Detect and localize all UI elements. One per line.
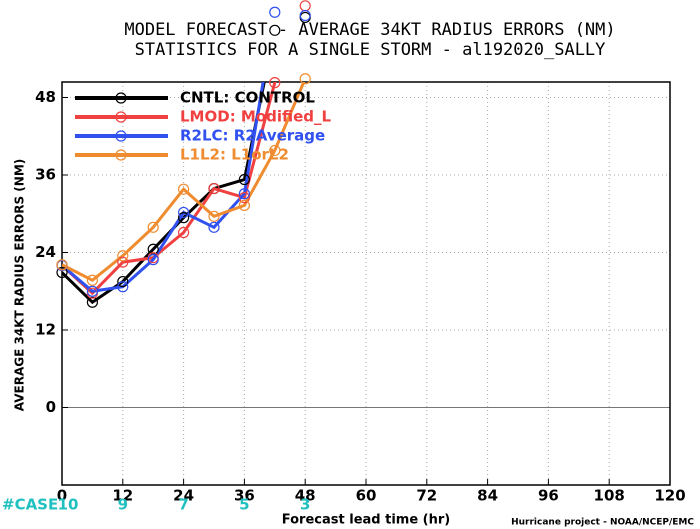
x-tick-label: 36: [234, 487, 255, 505]
y-axis-label: AVERAGE 34KT RADIUS ERRORS (NM): [13, 159, 27, 411]
x-tick-label: 72: [416, 487, 437, 505]
legend-marker: [115, 130, 127, 142]
data-point: [117, 250, 129, 262]
footer: Hurricane project - NOAA/NCEP/EMC: [511, 518, 694, 528]
legend-label: R2LC: R2Average: [180, 127, 325, 145]
y-tick-label: 36: [35, 166, 56, 184]
legend-label: LMOD: Modified_L: [180, 108, 332, 126]
data-point: [147, 254, 159, 266]
data-point: [208, 221, 220, 233]
x-tick-label: 0: [57, 487, 67, 505]
data-point: [269, 24, 281, 36]
data-point: [117, 256, 129, 268]
data-point: [238, 192, 250, 204]
data-point: [178, 183, 190, 195]
legend-marker: [115, 92, 127, 104]
data-point: [178, 206, 190, 219]
series-line: [62, 82, 277, 296]
x-tick-label: 108: [594, 487, 625, 505]
data-point: [86, 274, 99, 286]
legend-marker: [115, 111, 127, 123]
y-tick-label: 48: [35, 88, 56, 106]
case-count: 9: [118, 496, 128, 514]
data-point: [299, 73, 311, 85]
legend-label: CNTL: CONTROL: [180, 89, 315, 107]
x-tick-label: 60: [356, 487, 377, 505]
data-point: [208, 210, 220, 222]
x-tick-label: 96: [538, 487, 559, 505]
data-point: [117, 281, 129, 293]
x-tick-label: 48: [295, 487, 316, 505]
chart-title: MODEL FORECAST - AVERAGE 34KT RADIUS ERR…: [124, 20, 615, 40]
x-tick-label: 24: [173, 487, 194, 505]
x-tick-label: 84: [477, 487, 498, 505]
data-point: [208, 182, 220, 195]
y-tick-label: 12: [35, 321, 56, 339]
legend-label: L1L2: L1orL2: [180, 146, 289, 164]
data-point: [178, 226, 190, 239]
legend-marker: [115, 149, 127, 161]
case-count: 3: [300, 496, 310, 514]
data-point: [299, 9, 311, 22]
data-point: [238, 188, 250, 200]
data-point: [117, 275, 129, 288]
series-line: [62, 82, 306, 283]
data-point: [269, 77, 281, 89]
chart-subtitle: STATISTICS FOR A SINGLE STORM - al192020…: [135, 40, 606, 60]
data-point: [178, 212, 190, 224]
y-tick-label: 0: [46, 398, 56, 416]
data-point: [56, 259, 68, 271]
x-tick-label: 120: [654, 487, 685, 505]
x-tick-label: 12: [112, 487, 133, 505]
case-label: #CASE: [2, 496, 58, 514]
case-count: 5: [239, 496, 249, 514]
data-point: [238, 173, 250, 186]
x-axis-label: Forecast lead time (hr): [282, 513, 450, 528]
data-point: [86, 296, 99, 308]
data-point: [86, 285, 99, 297]
data-point: [299, 0, 311, 12]
data-point: [238, 199, 250, 211]
data-point: [269, 144, 281, 157]
data-point: [147, 221, 159, 233]
case-count: 7: [178, 496, 188, 514]
case-count: 10: [58, 496, 79, 514]
data-point: [56, 266, 68, 279]
y-tick-label: 24: [35, 243, 56, 261]
data-point: [269, 6, 281, 18]
